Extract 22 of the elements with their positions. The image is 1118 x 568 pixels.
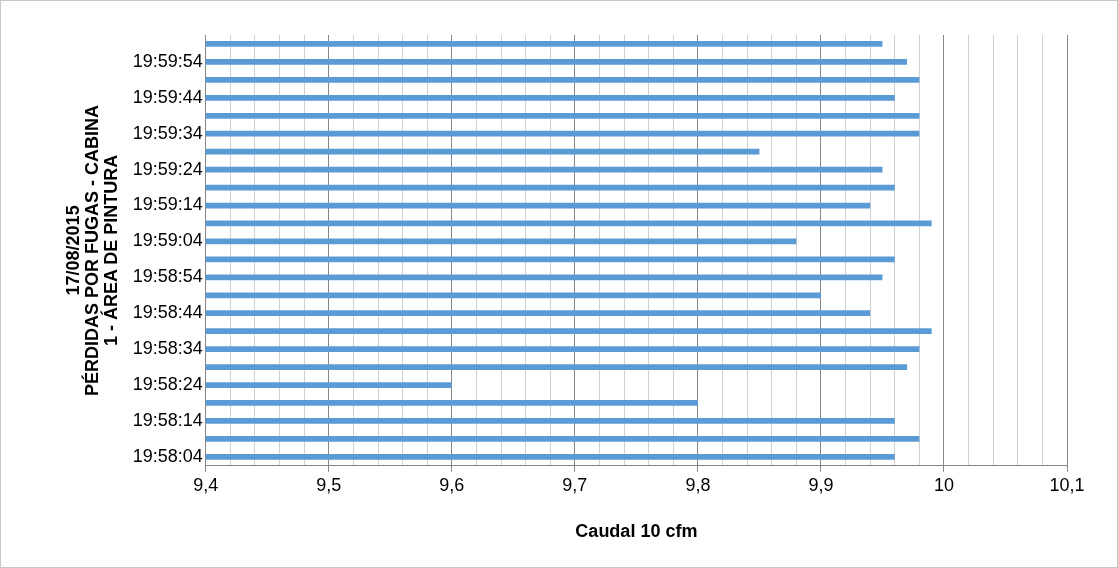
y-tick-label: 19:59:44 — [132, 86, 203, 107]
y-tick-label: 19:59:04 — [132, 230, 203, 251]
x-tick-label: 9,9 — [808, 474, 834, 495]
x-tick-label: 9,5 — [316, 474, 342, 495]
y-axis-title: 17/08/2015 PÉRDIDAS POR FUGAS - CABINA 1 - ÁREA DE PINTURA — [63, 104, 122, 396]
y-tick-label: 19:59:24 — [132, 158, 203, 179]
x-axis-title: Caudal 10 cfm — [575, 521, 698, 542]
x-tick-label: 9,6 — [439, 474, 465, 495]
x-tick-label: 9,8 — [685, 474, 711, 495]
y-tick-label: 19:59:34 — [132, 122, 203, 143]
y-tick-label: 19:58:44 — [132, 302, 203, 323]
x-tick-label: 9,7 — [562, 474, 588, 495]
y-tick-label: 19:59:54 — [132, 50, 203, 71]
y-tick-label: 19:58:24 — [132, 373, 203, 394]
y-tick-label: 19:58:14 — [132, 409, 203, 430]
x-tick-label: 10,1 — [1049, 474, 1085, 495]
y-tick-label: 19:58:54 — [132, 266, 203, 287]
y-tick-label: 19:58:34 — [132, 338, 203, 359]
y-tick-label: 19:58:04 — [132, 445, 203, 466]
x-tick-label: 10 — [933, 474, 954, 495]
x-tick-label: 9,4 — [193, 474, 219, 495]
y-tick-label: 19:59:14 — [132, 194, 203, 215]
